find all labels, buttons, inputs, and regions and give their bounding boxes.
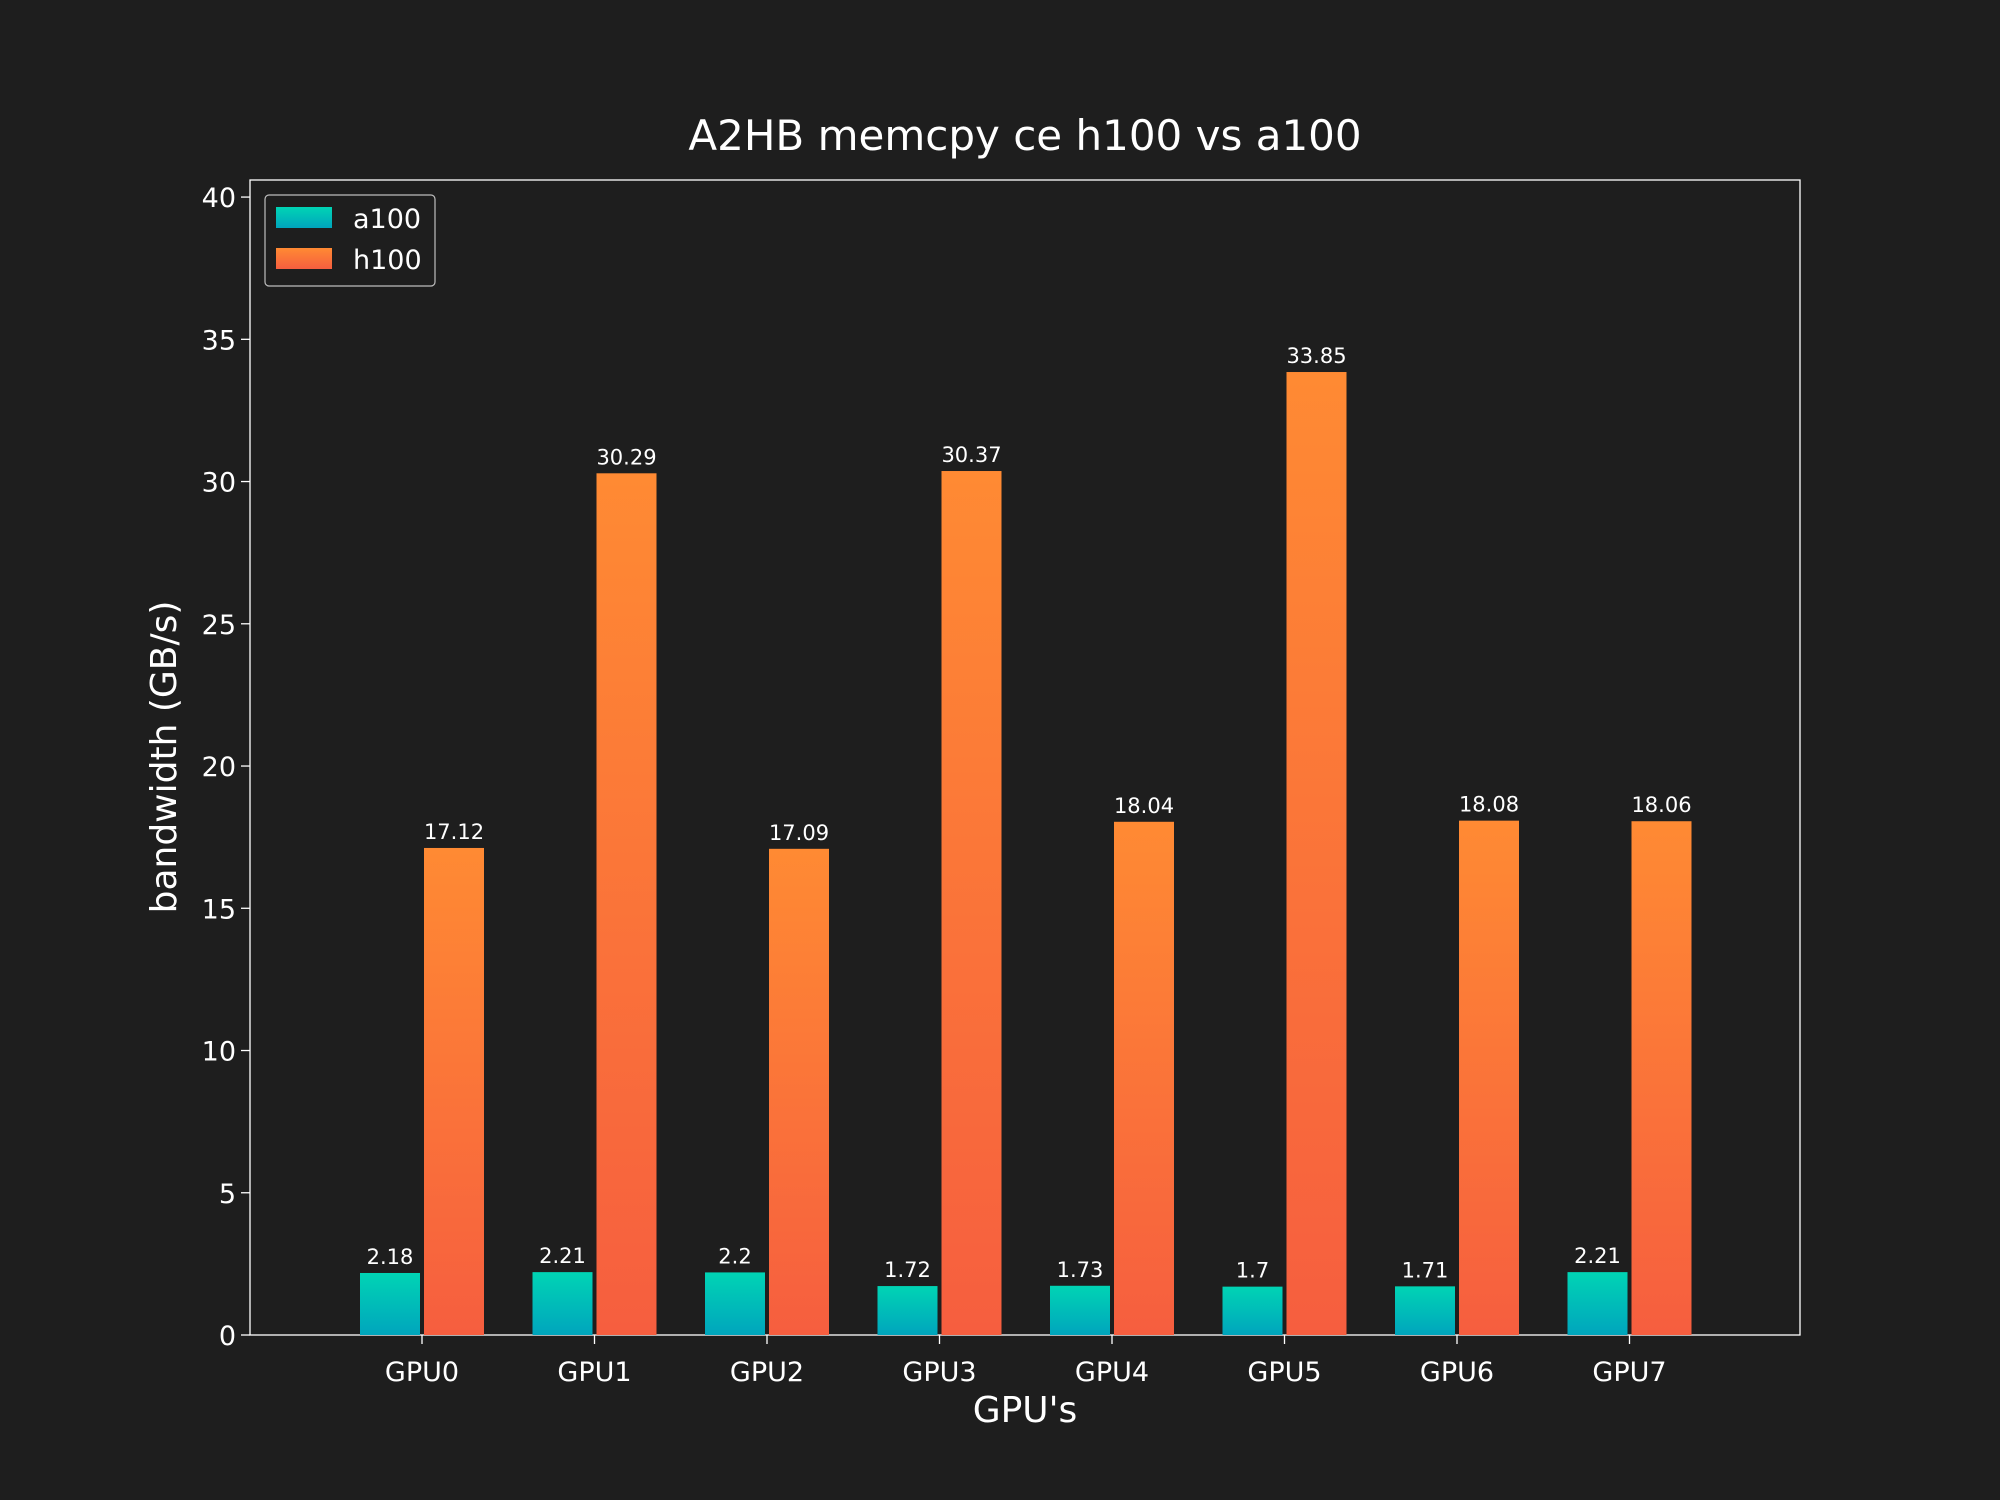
bar-a100-gpu2 xyxy=(705,1272,765,1335)
bar-a100-gpu4 xyxy=(1050,1285,1110,1335)
legend-label-a100: a100 xyxy=(353,204,421,235)
x-tick-label-gpu3: GPU3 xyxy=(902,1357,976,1388)
x-tick-label-gpu4: GPU4 xyxy=(1075,1357,1149,1388)
legend: a100 h100 xyxy=(264,194,436,287)
bar-h100-gpu6 xyxy=(1459,820,1519,1335)
bar-value-label-a100-gpu3: 1.72 xyxy=(884,1258,931,1282)
y-tick-label-0: 0 xyxy=(219,1321,236,1352)
y-tick-label-10: 10 xyxy=(202,1037,236,1068)
bar-h100-gpu3 xyxy=(941,471,1002,1335)
legend-swatch-h100 xyxy=(276,248,332,269)
bar-value-label-a100-gpu2: 2.2 xyxy=(718,1244,751,1268)
bar-a100-gpu7 xyxy=(1567,1272,1628,1335)
x-tick-label-gpu5: GPU5 xyxy=(1247,1357,1321,1388)
bar-value-label-h100-gpu3: 30.37 xyxy=(941,443,1001,467)
bar-value-label-h100-gpu5: 33.85 xyxy=(1286,344,1346,368)
x-axis: GPU0 GPU1 GPU2 GPU3 GPU4 GPU5 GPU6 GPU7 xyxy=(385,1335,1667,1388)
legend-label-h100: h100 xyxy=(353,245,422,276)
bar-h100-gpu2 xyxy=(769,848,829,1335)
bar-value-label-h100-gpu2: 17.09 xyxy=(769,821,829,845)
x-tick-label-gpu0: GPU0 xyxy=(385,1357,459,1388)
bar-value-label-h100-gpu1: 30.29 xyxy=(596,445,656,469)
bar-value-label-a100-gpu4: 1.73 xyxy=(1057,1258,1104,1282)
y-axis: 0 5 10 15 20 25 30 35 40 xyxy=(202,183,250,1352)
x-tick-label-gpu1: GPU1 xyxy=(557,1357,631,1388)
bar-h100-gpu4 xyxy=(1114,821,1174,1335)
x-tick-label-gpu6: GPU6 xyxy=(1420,1357,1494,1388)
bar-value-label-h100-gpu7: 18.06 xyxy=(1631,793,1691,817)
bar-value-label-a100-gpu6: 1.71 xyxy=(1402,1258,1449,1282)
x-tick-label-gpu2: GPU2 xyxy=(730,1357,804,1388)
y-axis-label: bandwidth (GB/s) xyxy=(144,601,185,914)
y-tick-label-30: 30 xyxy=(202,468,236,499)
y-tick-label-5: 5 xyxy=(219,1179,236,1210)
bar-value-label-h100-gpu0: 17.12 xyxy=(424,820,484,844)
y-tick-label-15: 15 xyxy=(202,894,236,925)
bars xyxy=(360,372,1692,1335)
y-tick-label-35: 35 xyxy=(202,325,236,356)
y-tick-label-40: 40 xyxy=(202,183,236,214)
x-axis-label: GPU's xyxy=(973,1390,1078,1431)
bar-h100-gpu5 xyxy=(1286,372,1347,1335)
bar-h100-gpu7 xyxy=(1631,821,1692,1335)
legend-swatch-a100 xyxy=(276,207,332,228)
bar-h100-gpu0 xyxy=(424,847,484,1335)
bar-value-label-a100-gpu7: 2.21 xyxy=(1574,1244,1621,1268)
bar-value-label-a100-gpu5: 1.7 xyxy=(1236,1259,1269,1283)
y-tick-label-20: 20 xyxy=(202,752,236,783)
bar-a100-gpu3 xyxy=(877,1286,938,1335)
y-tick-label-25: 25 xyxy=(202,610,236,641)
bar-value-label-h100-gpu4: 18.04 xyxy=(1114,794,1174,818)
bar-a100-gpu5 xyxy=(1222,1286,1283,1335)
bar-a100-gpu0 xyxy=(360,1272,420,1335)
bar-value-label-a100-gpu1: 2.21 xyxy=(539,1244,586,1268)
bar-value-label-a100-gpu0: 2.18 xyxy=(367,1245,414,1269)
plot-area-frame xyxy=(249,179,1801,1336)
bar-a100-gpu6 xyxy=(1395,1286,1455,1335)
bar-a100-gpu1 xyxy=(532,1272,593,1335)
chart-title: A2HB memcpy ce h100 vs a100 xyxy=(688,111,1361,160)
x-tick-label-gpu7: GPU7 xyxy=(1592,1357,1666,1388)
bar-h100-gpu1 xyxy=(596,473,657,1335)
bar-value-label-h100-gpu6: 18.08 xyxy=(1459,793,1519,817)
bar-value-labels: 2.18 17.12 2.21 30.29 2.2 17.09 1.72 30.37 1.73 1… xyxy=(367,344,1692,1283)
